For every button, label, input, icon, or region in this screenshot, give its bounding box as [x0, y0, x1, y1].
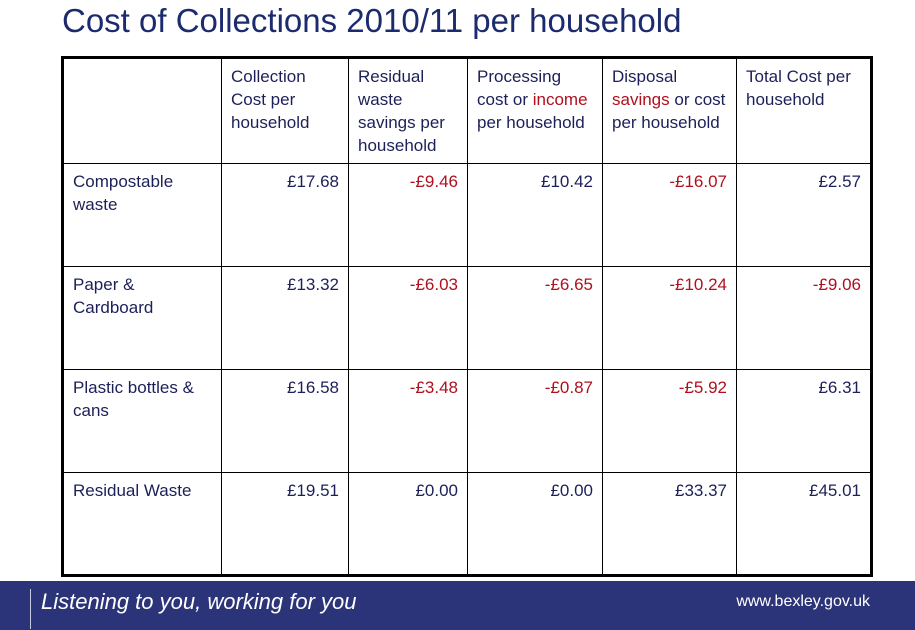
table-cell: £17.68: [221, 163, 349, 267]
row-label: Paper & Cardboard: [62, 266, 222, 370]
footer-url: www.bexley.gov.uk: [736, 593, 870, 610]
column-header: Total Cost per household: [736, 57, 872, 164]
footer-bar: Listening to you, working for you www.be…: [0, 581, 915, 630]
row-label: Plastic bottles & cans: [62, 369, 222, 473]
column-header: Processing cost or income per household: [467, 57, 603, 164]
table-cell: -£6.03: [348, 266, 468, 370]
footer-slogan: Listening to you, working for you: [41, 589, 357, 614]
cost-table: Collection Cost per household Residual wa…: [61, 56, 873, 577]
header-row: Collection Cost per household Residual wa…: [62, 57, 872, 164]
table-row: Compostable waste £17.68 -£9.46 £10.42 -£16.…: [62, 163, 872, 267]
column-header: Residual waste savings per household: [348, 57, 468, 164]
column-header: Disposal savings or cost per household: [602, 57, 737, 164]
row-label: Compostable waste: [62, 163, 222, 267]
table-cell: -£0.87: [467, 369, 603, 473]
table-cell: -£16.07: [602, 163, 737, 267]
header-text: or cost per household: [612, 90, 726, 132]
page-title: Cost of Collections 2010/11 per househol…: [62, 2, 682, 39]
table-cell: -£10.24: [602, 266, 737, 370]
table-row: Residual Waste £19.51 £0.00 £0.00 £33.37 £45.…: [62, 472, 872, 576]
table-cell: £0.00: [467, 472, 603, 576]
column-header: Collection Cost per household: [221, 57, 349, 164]
table-cell: -£6.65: [467, 266, 603, 370]
table-cell: £45.01: [736, 472, 872, 576]
table-cell: £13.32: [221, 266, 349, 370]
header-text: Total Cost per household: [746, 67, 851, 109]
table-cell: -£3.48: [348, 369, 468, 473]
column-header: [62, 57, 222, 164]
footer-divider: [30, 589, 31, 629]
header-text: savings: [612, 90, 670, 109]
header-text: per household: [477, 113, 585, 132]
table-cell: £10.42: [467, 163, 603, 267]
table-cell: -£9.46: [348, 163, 468, 267]
table-row: Paper & Cardboard £13.32 -£6.03 -£6.65 -£10.…: [62, 266, 872, 370]
table-cell: £2.57: [736, 163, 872, 267]
table-cell: £6.31: [736, 369, 872, 473]
table-cell: -£9.06: [736, 266, 872, 370]
table-cell: £16.58: [221, 369, 349, 473]
row-label: Residual Waste: [62, 472, 222, 576]
header-text: income: [532, 90, 588, 109]
table-cell: £33.37: [602, 472, 737, 576]
header-text: Processing cost or: [477, 67, 562, 109]
table-row: Plastic bottles & cans £16.58 -£3.48 -£0.87…: [62, 369, 872, 473]
header-text: Residual waste savings per household: [358, 67, 445, 155]
table-cell: -£5.92: [602, 369, 737, 473]
table-cell: £0.00: [348, 472, 468, 576]
header-text: Disposal: [612, 67, 678, 86]
table-cell: £19.51: [221, 472, 349, 576]
header-text: Collection Cost per household: [231, 67, 310, 132]
